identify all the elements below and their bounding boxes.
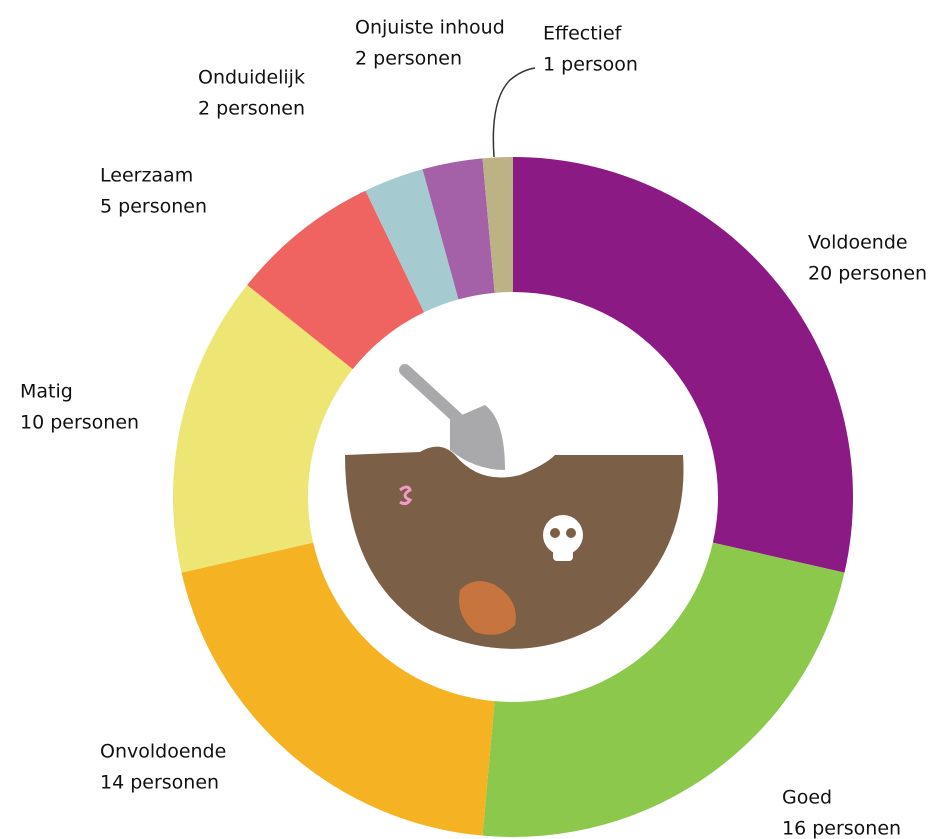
skull — [543, 515, 583, 561]
category-label: Leerzaam — [100, 165, 193, 187]
value-label: 14 personen — [100, 772, 219, 794]
donut-slice — [482, 157, 513, 293]
value-label: 2 personen — [355, 48, 462, 70]
value-label: 1 persoon — [543, 54, 638, 76]
rock — [459, 581, 516, 635]
value-label: 20 personen — [808, 263, 927, 285]
category-label: Onjuiste inhoud — [355, 17, 505, 39]
category-label: Onvoldoende — [100, 741, 226, 763]
donut-slice — [365, 169, 459, 313]
donut-slice — [181, 542, 495, 836]
shovel-blade — [450, 405, 505, 470]
value-label: 16 personen — [782, 818, 901, 839]
category-label: Matig — [20, 381, 73, 403]
shovel-handle — [399, 364, 471, 431]
category-label: Goed — [782, 787, 832, 809]
dirt — [345, 446, 684, 649]
value-label: 10 personen — [20, 412, 139, 434]
category-label: Onduidelijk — [198, 67, 305, 89]
worm — [399, 485, 413, 506]
category-label: Voldoende — [808, 232, 908, 254]
donut-slice — [172, 285, 353, 573]
donut-slice — [513, 157, 853, 573]
donut-slice — [482, 542, 845, 837]
value-label: 5 personen — [100, 196, 207, 218]
donut-slice — [422, 158, 495, 300]
illustration — [345, 364, 684, 649]
leader-line — [492, 67, 536, 158]
category-label: Effectief — [543, 23, 623, 45]
donut-slice — [247, 190, 425, 370]
value-label: 2 personen — [198, 98, 305, 120]
donut — [172, 157, 853, 837]
